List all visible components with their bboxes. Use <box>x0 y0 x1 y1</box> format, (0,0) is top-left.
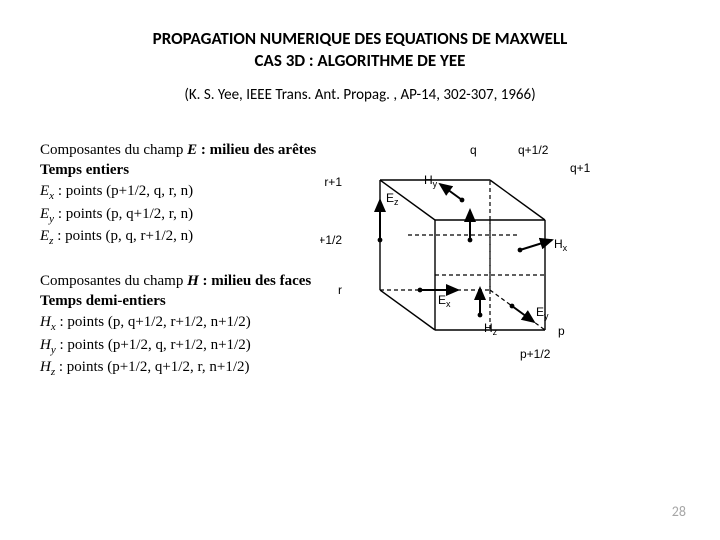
ex-label: Ex <box>438 293 451 309</box>
e-head-prefix: Composantes du champ <box>40 142 187 158</box>
title-block: PROPAGATION NUMERIQUE DES EQUATIONS DE M… <box>40 28 680 72</box>
hx-text: : points (p, q+1/2, r+1/2, n+1/2) <box>56 314 251 330</box>
h-time-text: Temps demi-entiers <box>40 293 166 309</box>
hz-text: : points (p+1/2, q+1/2, r, n+1/2) <box>55 359 249 375</box>
axis-r1-label: r+1 <box>325 175 343 189</box>
axis-r-label: r <box>338 283 342 297</box>
citation: (K. S. Yee, IEEE Trans. Ant. Propag. , A… <box>40 86 680 104</box>
axis-p12-label: p+1/2 <box>520 347 551 361</box>
section-h-heading: Composantes du champ H : milieu des face… <box>40 271 316 291</box>
ex-line: Ex : points (p+1/2, q, r, n) <box>40 181 316 204</box>
h-head-prefix: Composantes du champ <box>40 273 187 289</box>
hy-label: Hy <box>424 173 438 189</box>
ey-label: Ey <box>536 305 549 321</box>
ey-text: : points (p, q+1/2, r, n) <box>54 206 193 222</box>
text-column: Composantes du champ E : milieu des arêt… <box>40 140 316 402</box>
section-e-heading: Composantes du champ E : milieu des arêt… <box>40 140 316 160</box>
ez-label: Ez <box>386 191 399 207</box>
axis-p-label: p <box>558 324 565 338</box>
section-e: Composantes du champ E : milieu des arêt… <box>40 140 316 249</box>
e-head-field: E <box>187 142 197 158</box>
hz-label: Hz <box>484 321 498 337</box>
h-head-suffix: : milieu des faces <box>199 273 311 289</box>
hy-text: : points (p+1/2, q, r+1/2, n+1/2) <box>56 337 251 353</box>
axis-r12-label: r+1/2 <box>320 233 342 247</box>
e-time-text: Temps entiers <box>40 162 129 178</box>
ey-line: Ey : points (p, q+1/2, r, n) <box>40 204 316 227</box>
e-time: Temps entiers <box>40 160 316 180</box>
title-line2: CAS 3D : ALGORITHME DE YEE <box>40 50 680 72</box>
title-line1: PROPAGATION NUMERIQUE DES EQUATIONS DE M… <box>40 28 680 50</box>
axis-q12-label: q+1/2 <box>518 143 549 157</box>
axis-q1-label: q+1 <box>570 161 591 175</box>
hz-line: Hz : points (p+1/2, q+1/2, r, n+1/2) <box>40 357 316 380</box>
axis-q-label: q <box>470 143 477 157</box>
ez-line: Ez : points (p, q, r+1/2, n) <box>40 226 316 249</box>
section-h: Composantes du champ H : milieu des face… <box>40 271 316 380</box>
hx-label: Hx <box>554 237 568 253</box>
page-number: 28 <box>672 503 686 520</box>
ex-text: : points (p+1/2, q, r, n) <box>54 183 193 199</box>
hy-line: Hy : points (p+1/2, q, r+1/2, n+1/2) <box>40 335 316 358</box>
e-head-suffix: : milieu des arêtes <box>197 142 316 158</box>
yee-cell-diagram: q q+1/2 q+1 r+1 r+1/2 r p p+1/2 Ez Hx Hy… <box>320 140 680 370</box>
content-row: Composantes du champ E : milieu des arêt… <box>40 140 680 402</box>
h-time: Temps demi-entiers <box>40 291 316 311</box>
h-head-field: H <box>187 273 199 289</box>
hx-line: Hx : points (p, q+1/2, r+1/2, n+1/2) <box>40 312 316 335</box>
ez-text: : points (p, q, r+1/2, n) <box>53 228 193 244</box>
